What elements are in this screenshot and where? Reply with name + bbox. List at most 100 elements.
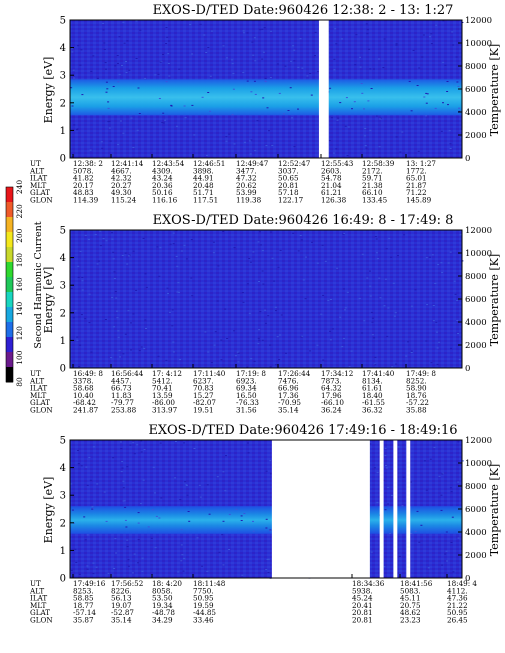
speckle-dot bbox=[180, 250, 183, 252]
speckle-dot bbox=[246, 80, 249, 82]
speckle-dot bbox=[156, 246, 159, 248]
speckle-dot bbox=[434, 107, 437, 109]
speckle-dot bbox=[143, 449, 146, 451]
speckle-dot bbox=[395, 136, 398, 138]
speckle-dot bbox=[386, 335, 389, 337]
speckle-dot bbox=[449, 143, 452, 145]
speckle-dot bbox=[126, 263, 129, 265]
panel2-eph-value: 11.83 bbox=[111, 391, 132, 400]
speckle-dot bbox=[111, 232, 113, 234]
speckle-dot bbox=[262, 51, 265, 53]
panel3-ytick-right-label: 10000 bbox=[465, 459, 492, 469]
speckle-dot bbox=[262, 97, 265, 99]
speckle-dot bbox=[335, 43, 338, 45]
speckle-dot bbox=[430, 362, 433, 364]
panel2-eph-value: 4457. bbox=[111, 376, 132, 385]
speckle-dot bbox=[456, 81, 459, 83]
speckle-dot bbox=[246, 283, 249, 285]
speckle-dot bbox=[425, 340, 428, 342]
speckle-dot bbox=[112, 258, 115, 260]
panel1-eph-value: 59.71 bbox=[362, 174, 383, 183]
panel3-eph-value: 23.23 bbox=[400, 616, 421, 625]
speckle-dot bbox=[387, 503, 390, 505]
speckle-dot bbox=[206, 570, 209, 572]
panel3-eph-value: -57.14 bbox=[73, 608, 96, 617]
speckle-dot bbox=[433, 446, 436, 448]
speckle-dot bbox=[108, 121, 111, 122]
speckle-dot bbox=[285, 352, 287, 354]
speckle-dot bbox=[399, 151, 402, 153]
panel2-eph-value: 58.68 bbox=[73, 384, 94, 393]
speckle-dot bbox=[191, 104, 194, 106]
speckle-dot bbox=[441, 564, 444, 566]
speckle-dot bbox=[365, 23, 368, 25]
panel3-ytick-right-label: 2000 bbox=[465, 551, 487, 561]
speckle-dot bbox=[264, 81, 267, 83]
speckle-dot bbox=[438, 341, 441, 343]
speckle-dot bbox=[128, 69, 131, 71]
speckle-dot bbox=[193, 448, 196, 449]
panel1-eph-label: ALT bbox=[29, 166, 44, 175]
colorbar-tick-label: 200 bbox=[15, 228, 24, 243]
speckle-dot bbox=[135, 58, 138, 59]
speckle-dot bbox=[388, 237, 391, 239]
panel-1: 0 1 2 3 4 5 0 2000 4000 6000 8000 10000 12000 UTALTIL… bbox=[29, 16, 492, 205]
speckle-dot bbox=[316, 344, 319, 346]
panel3-eph-value: -48.78 bbox=[152, 608, 175, 617]
speckle-dot bbox=[222, 231, 225, 232]
speckle-dot bbox=[77, 265, 80, 267]
speckle-dot bbox=[375, 238, 378, 240]
speckle-dot bbox=[130, 322, 132, 324]
speckle-dot bbox=[371, 321, 374, 323]
speckle-dot bbox=[220, 359, 223, 361]
speckle-dot bbox=[210, 362, 213, 364]
speckle-dot bbox=[130, 349, 132, 351]
panel3-eph-value: 8058. bbox=[152, 586, 173, 595]
panel2-eph-value: 70.41 bbox=[152, 384, 173, 393]
speckle-dot bbox=[370, 551, 373, 553]
speckle-dot bbox=[240, 515, 243, 517]
speckle-dot bbox=[154, 492, 156, 494]
speckle-dot bbox=[247, 452, 250, 454]
speckle-dot bbox=[108, 127, 111, 129]
speckle-dot bbox=[70, 483, 73, 485]
speckle-dot bbox=[167, 292, 169, 294]
speckle-dot bbox=[254, 60, 257, 62]
speckle-dot bbox=[440, 262, 443, 264]
panel2-ytick-right-label: 0 bbox=[465, 364, 470, 374]
speckle-dot bbox=[84, 539, 87, 541]
panel1-eph-value: 12:58:39 bbox=[362, 159, 395, 168]
panel3-data-gap bbox=[379, 440, 384, 578]
panel3-eph-value: 47.36 bbox=[447, 594, 468, 603]
speckle-dot bbox=[165, 359, 168, 361]
panel1-ylabel-right: Temperature [K] bbox=[488, 44, 501, 136]
panel1-ytick-right-label: 2000 bbox=[465, 131, 487, 141]
panel3-eph-value: 50.95 bbox=[447, 608, 468, 617]
speckle-dot bbox=[103, 49, 106, 50]
speckle-dot bbox=[104, 62, 107, 64]
speckle-dot bbox=[92, 562, 95, 564]
speckle-dot bbox=[165, 81, 168, 83]
panel1-eph-value: 21.04 bbox=[321, 181, 342, 190]
panel3-eph-value: 20.81 bbox=[352, 608, 373, 617]
speckle-dot bbox=[425, 489, 428, 491]
speckle-dot bbox=[441, 272, 444, 274]
speckle-dot bbox=[429, 256, 431, 258]
speckle-dot bbox=[265, 470, 268, 472]
speckle-dot bbox=[297, 250, 300, 252]
speckle-dot bbox=[147, 526, 150, 528]
speckle-dot bbox=[88, 322, 91, 324]
speckle-dot bbox=[118, 36, 121, 38]
speckle-dot bbox=[246, 366, 249, 368]
speckle-dot bbox=[304, 256, 307, 258]
speckle-dot bbox=[261, 270, 264, 272]
panel1-eph-value: 13: 1:27 bbox=[406, 159, 436, 168]
speckle-dot bbox=[102, 238, 105, 240]
speckle-dot bbox=[180, 544, 183, 546]
panel3-ytick-label: 4 bbox=[60, 463, 66, 474]
panel1-eph-value: 50.16 bbox=[152, 188, 173, 197]
speckle-dot bbox=[100, 141, 103, 143]
panel2-eph-value: -79.77 bbox=[111, 398, 134, 407]
speckle-dot bbox=[291, 117, 293, 119]
speckle-dot bbox=[102, 22, 105, 24]
